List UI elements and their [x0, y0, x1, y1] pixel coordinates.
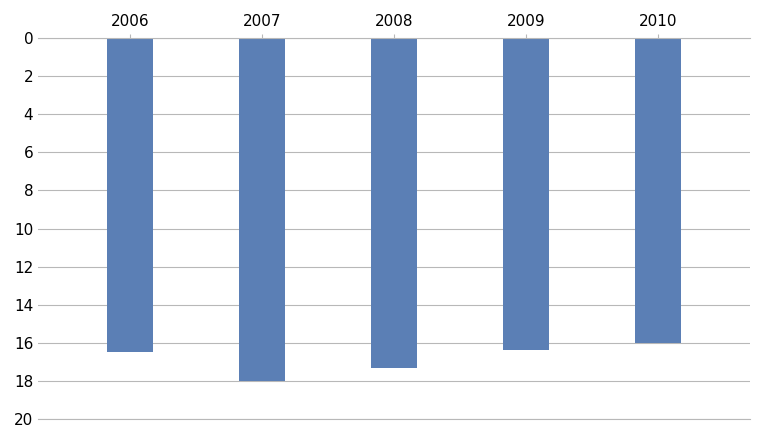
Bar [503, 38, 549, 351]
Bar [108, 38, 154, 352]
Bar [371, 38, 417, 368]
Bar [635, 38, 681, 343]
Bar [239, 38, 285, 381]
